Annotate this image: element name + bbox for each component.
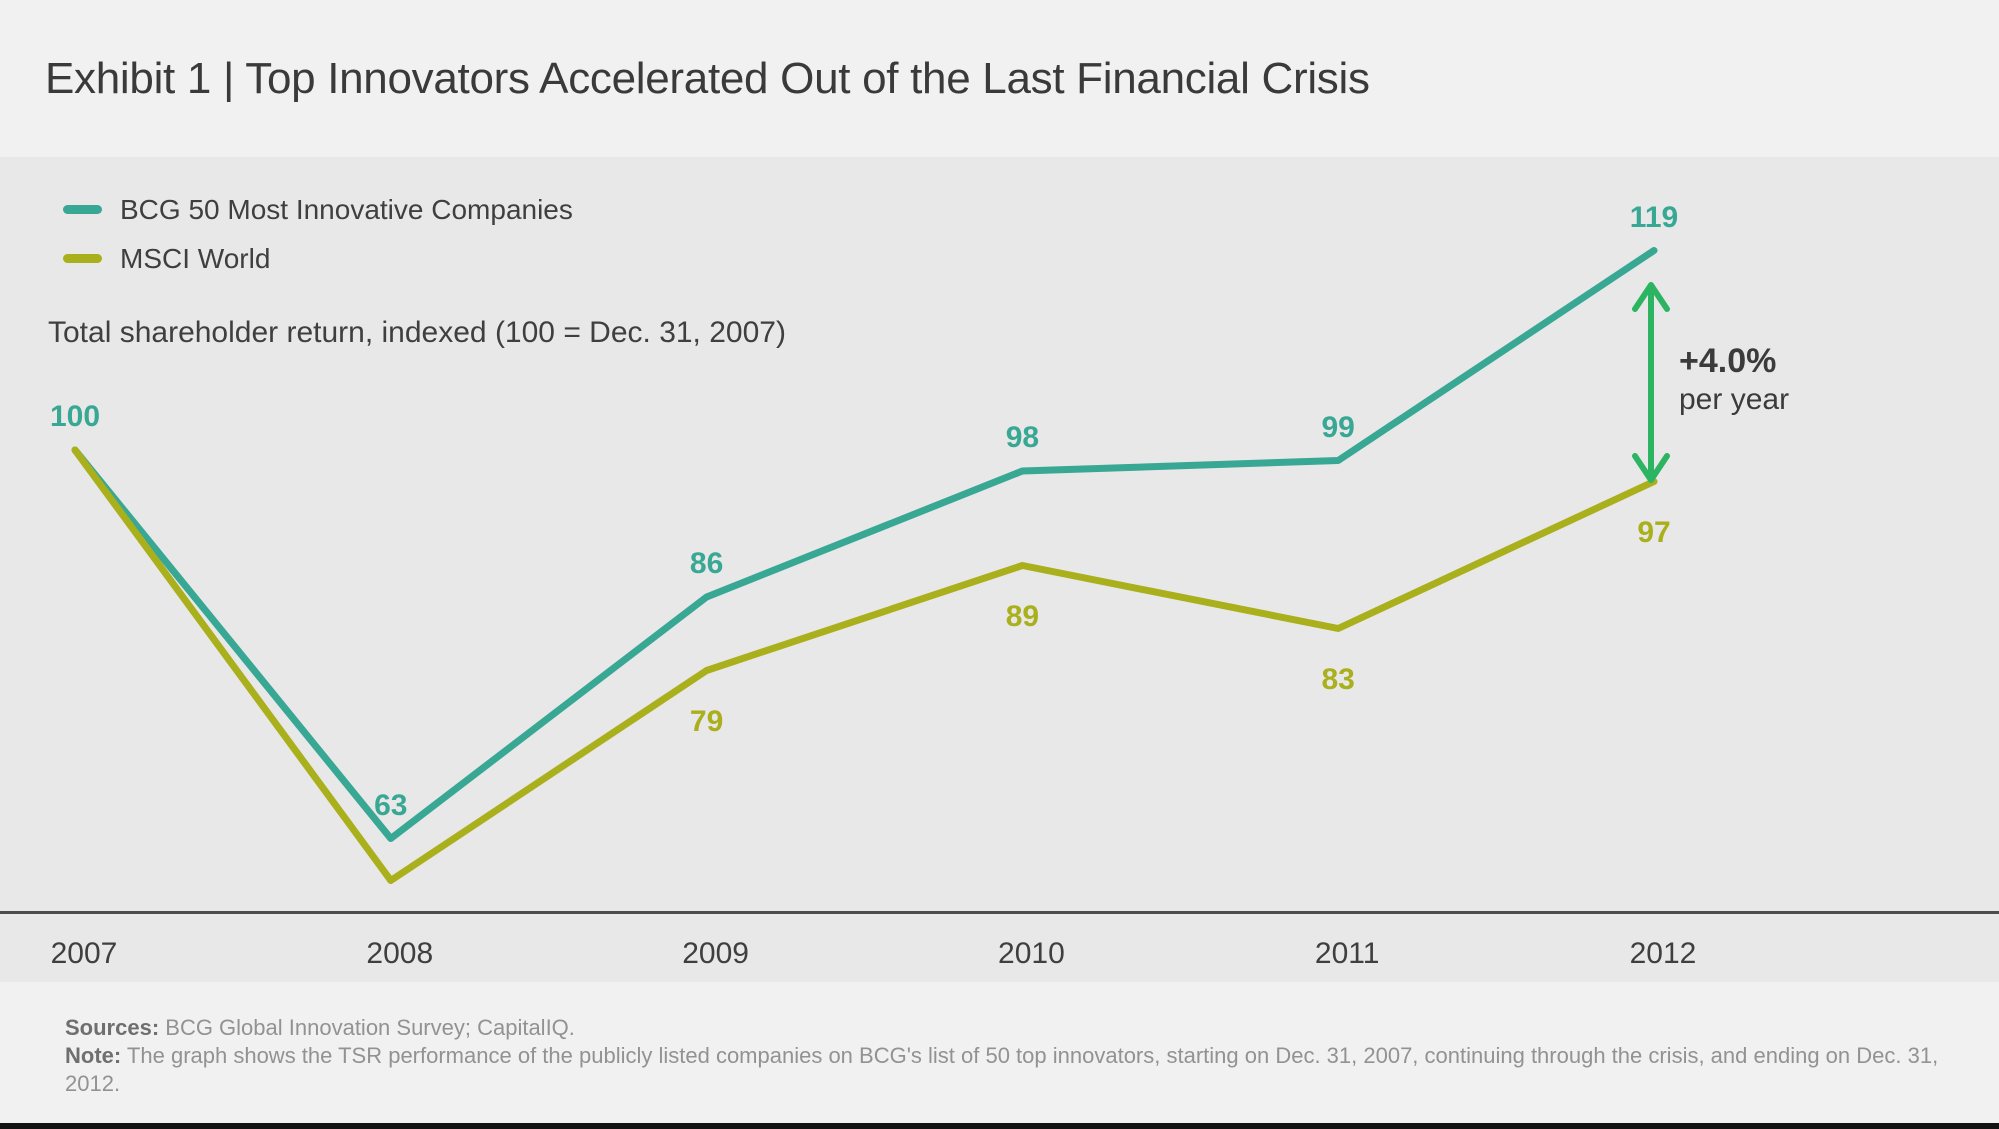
data-label: 98: [1005, 421, 1040, 454]
sources-line: Sources: BCG Global Innovation Survey; C…: [65, 1014, 1959, 1042]
page-title: Exhibit 1 | Top Innovators Accelerated O…: [45, 54, 1370, 103]
annotation-text: +4.0% per year: [1679, 340, 1789, 418]
bottom-bar: [0, 1123, 1999, 1129]
data-label: 83: [1321, 662, 1355, 696]
data-label: 100: [49, 400, 101, 433]
data-label: 99: [1321, 410, 1355, 444]
data-label: 97: [1637, 515, 1671, 549]
sources-label: Sources:: [65, 1015, 160, 1040]
legend-item-bcg: BCG 50 Most Innovative Companies: [63, 185, 573, 234]
legend-swatch-msci: [63, 254, 102, 263]
x-axis-label: 2008: [366, 937, 434, 970]
legend-label-msci: MSCI World: [120, 242, 271, 274]
annotation-arrow: [1632, 282, 1670, 483]
sources-text: BCG Global Innovation Survey; CapitalIQ.: [159, 1015, 575, 1040]
data-label: 119: [1629, 200, 1679, 234]
x-axis-label: 2007: [50, 937, 118, 970]
x-axis-line: [0, 911, 1999, 914]
exhibit-header: Exhibit 1 | Top Innovators Accelerated O…: [0, 0, 1999, 157]
note-label: Note:: [65, 1043, 122, 1068]
legend-item-msci: MSCI World: [63, 234, 573, 283]
annotation-unit: per year: [1679, 383, 1790, 416]
footer: Sources: BCG Global Innovation Survey; C…: [0, 982, 1999, 1123]
chart-subtitle: Total shareholder return, indexed (100 =…: [48, 316, 786, 349]
series-svg: [71, 247, 1670, 884]
data-label: 86: [689, 547, 724, 580]
note-line: Note: The graph shows the TSR performanc…: [65, 1042, 1959, 1098]
x-axis-label: 2009: [682, 937, 749, 970]
x-axis-label: 2011: [1314, 937, 1380, 970]
data-label: 63: [374, 788, 408, 822]
legend-swatch-bcg: [63, 205, 102, 214]
data-label: 89: [1005, 599, 1040, 633]
annotation-value: +4.0%: [1679, 342, 1777, 380]
x-axis-label: 2010: [998, 937, 1065, 970]
x-axis-label: 2012: [1629, 937, 1697, 970]
legend-label-bcg: BCG 50 Most Innovative Companies: [120, 193, 573, 225]
note-text: The graph shows the TSR performance of t…: [65, 1043, 1939, 1096]
chart-legend: BCG 50 Most Innovative Companies MSCI Wo…: [63, 185, 573, 283]
series-line-bcg: [71, 247, 1658, 842]
data-label: 79: [689, 704, 724, 738]
series-line-msci: [71, 446, 1658, 884]
chart-area: BCG 50 Most Innovative Companies MSCI Wo…: [0, 157, 1999, 982]
